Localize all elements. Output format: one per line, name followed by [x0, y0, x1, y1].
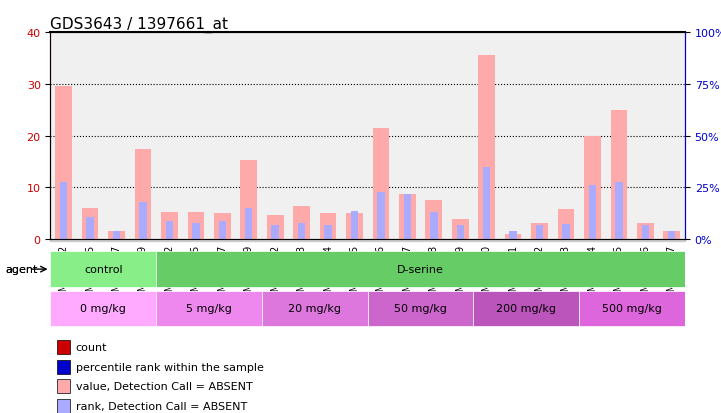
Bar — [57, 399, 69, 413]
Bar — [399, 194, 416, 240]
Text: agent: agent — [5, 264, 37, 275]
Bar — [240, 161, 257, 240]
FancyBboxPatch shape — [156, 252, 685, 287]
Bar — [346, 214, 363, 240]
Bar — [368, 240, 394, 242]
Bar — [668, 232, 676, 240]
Bar — [135, 149, 151, 240]
Bar — [553, 240, 579, 242]
Bar — [373, 128, 389, 240]
Bar — [579, 240, 606, 242]
Bar — [351, 211, 358, 240]
Text: 5 mg/kg: 5 mg/kg — [186, 304, 232, 314]
Text: rank, Detection Call = ABSENT: rank, Detection Call = ABSENT — [76, 401, 247, 411]
Bar — [156, 240, 182, 242]
Bar — [319, 214, 337, 240]
Bar — [315, 240, 341, 242]
FancyBboxPatch shape — [156, 291, 262, 326]
Bar — [60, 183, 67, 240]
Bar — [236, 240, 262, 242]
FancyBboxPatch shape — [474, 291, 579, 326]
Bar — [130, 240, 156, 242]
Bar — [394, 240, 420, 242]
Bar — [139, 202, 146, 240]
Bar — [293, 206, 310, 240]
Bar — [272, 225, 279, 240]
FancyBboxPatch shape — [579, 291, 685, 326]
Text: value, Detection Call = ABSENT: value, Detection Call = ABSENT — [76, 381, 252, 391]
Bar — [420, 240, 447, 242]
Bar — [500, 240, 526, 242]
FancyBboxPatch shape — [262, 291, 368, 326]
Bar — [584, 136, 601, 240]
Bar — [642, 225, 649, 240]
Bar — [187, 213, 204, 240]
Bar — [562, 224, 570, 240]
Bar — [56, 87, 72, 240]
Bar — [531, 223, 548, 240]
Bar — [81, 209, 99, 240]
Bar — [193, 223, 200, 240]
Text: agent: agent — [5, 264, 37, 275]
Text: count: count — [76, 342, 107, 352]
FancyBboxPatch shape — [50, 291, 156, 326]
Bar — [606, 240, 632, 242]
Bar — [615, 183, 622, 240]
Bar — [341, 240, 368, 242]
Bar — [663, 232, 680, 240]
Bar — [632, 240, 658, 242]
Bar — [57, 360, 69, 374]
Bar — [510, 232, 517, 240]
Bar — [245, 209, 252, 240]
Bar — [505, 235, 521, 240]
Bar — [182, 240, 209, 242]
FancyBboxPatch shape — [368, 291, 474, 326]
Bar — [166, 221, 173, 240]
Bar — [50, 240, 77, 242]
Bar — [209, 240, 236, 242]
Bar — [611, 110, 627, 240]
Bar — [267, 216, 283, 240]
Bar — [324, 225, 332, 240]
Bar — [526, 240, 553, 242]
Bar — [430, 213, 438, 240]
Bar — [658, 240, 685, 242]
Bar — [103, 240, 130, 242]
Bar — [288, 240, 315, 242]
FancyBboxPatch shape — [50, 252, 156, 287]
Bar — [447, 240, 474, 242]
Bar — [113, 232, 120, 240]
Bar — [637, 223, 654, 240]
Bar — [108, 232, 125, 240]
Bar — [474, 240, 500, 242]
Text: percentile rank within the sample: percentile rank within the sample — [76, 362, 264, 372]
Bar — [87, 218, 94, 240]
Text: 0 mg/kg: 0 mg/kg — [81, 304, 126, 314]
Text: GDS3643 / 1397661_at: GDS3643 / 1397661_at — [50, 17, 229, 33]
Bar — [262, 240, 288, 242]
Bar — [298, 223, 305, 240]
Bar — [452, 220, 469, 240]
Bar — [57, 340, 69, 354]
Text: 500 mg/kg: 500 mg/kg — [602, 304, 662, 314]
Bar — [161, 213, 178, 240]
Bar — [589, 185, 596, 240]
Bar — [456, 225, 464, 240]
Text: 20 mg/kg: 20 mg/kg — [288, 304, 341, 314]
Bar — [218, 221, 226, 240]
Bar — [483, 167, 490, 240]
Text: 50 mg/kg: 50 mg/kg — [394, 304, 447, 314]
Bar — [557, 210, 575, 240]
Bar — [57, 379, 69, 393]
Bar — [478, 56, 495, 240]
Bar — [536, 225, 543, 240]
Text: 200 mg/kg: 200 mg/kg — [496, 304, 557, 314]
Bar — [377, 192, 384, 240]
Text: D-serine: D-serine — [397, 264, 444, 275]
Text: control: control — [84, 264, 123, 275]
Bar — [404, 194, 411, 240]
Bar — [214, 214, 231, 240]
Bar — [77, 240, 103, 242]
Bar — [425, 201, 442, 240]
